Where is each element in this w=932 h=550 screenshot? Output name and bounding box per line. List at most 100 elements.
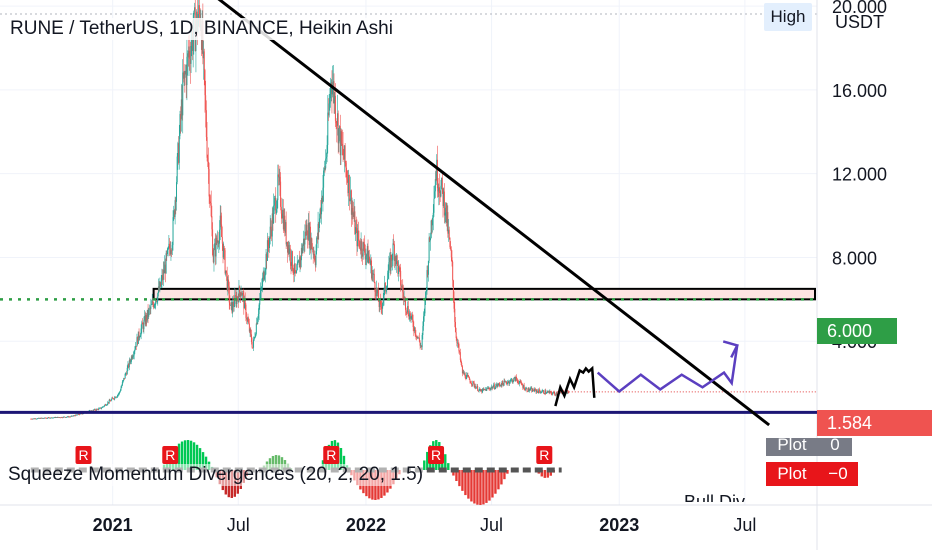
candle-body (416, 335, 418, 338)
candle-body (289, 248, 291, 254)
candle-body (176, 182, 178, 202)
candle-body (357, 230, 359, 247)
candle-body (71, 415, 73, 417)
candle-body (242, 292, 244, 295)
candle-body (307, 222, 309, 240)
candle-body (339, 126, 341, 129)
candle-body (527, 391, 529, 393)
momentum-bar (479, 470, 482, 505)
candle-body (323, 168, 325, 171)
momentum-bar (195, 444, 199, 470)
momentum-bar (274, 455, 278, 470)
plot-tag-label-1: Plot (766, 438, 818, 456)
descending-trendline (217, 0, 771, 427)
candle-body (244, 299, 246, 309)
high-badge[interactable]: High (764, 3, 812, 31)
candle-body (65, 417, 67, 418)
candle-body (39, 418, 41, 419)
candle-body (502, 383, 504, 386)
candle-body (555, 393, 557, 396)
candle-body (513, 378, 515, 381)
r-marker-box (75, 446, 92, 464)
plot-tag-value-2: −0 (818, 462, 858, 486)
candle-body (246, 317, 248, 320)
bull-div-label: Bull Div (684, 492, 746, 502)
candle-body (120, 387, 122, 391)
candle-body (551, 393, 553, 395)
candle-body (473, 382, 475, 387)
candle-body (165, 253, 167, 274)
candle-body (94, 409, 96, 410)
candle-body (522, 385, 524, 388)
candle-body (149, 308, 151, 310)
candle-body (69, 416, 71, 418)
momentum-bar (271, 455, 275, 470)
candle-body (420, 345, 422, 347)
candle-body (355, 227, 357, 229)
candle-body (321, 197, 323, 203)
candle-body (400, 285, 402, 288)
candle-body (169, 248, 171, 254)
candle-body (556, 393, 558, 395)
candle-body (359, 240, 361, 248)
candle-body (343, 145, 345, 160)
candle-body (482, 388, 484, 390)
momentum-bar (186, 440, 190, 470)
candle-body (293, 263, 295, 274)
candle-body (243, 294, 245, 309)
candle-body (423, 316, 425, 327)
candle-body (173, 210, 175, 218)
unit-label: USDT (835, 12, 884, 32)
candle-body (155, 300, 157, 305)
candle-body (388, 262, 390, 273)
candle-body (230, 302, 232, 305)
candle-body (60, 417, 62, 419)
candle-body (462, 371, 464, 374)
candle-body (198, 5, 200, 21)
candle-body (409, 313, 411, 320)
r-marker-text: R (78, 447, 88, 463)
candle-body (205, 95, 207, 111)
candle-body (121, 385, 123, 388)
candle-body (33, 418, 35, 420)
candle-body (330, 82, 332, 84)
candle-body (260, 288, 262, 291)
candle-body (36, 418, 38, 420)
candle-body (225, 270, 227, 274)
candle-body (377, 289, 379, 302)
candle-body (100, 407, 102, 409)
candle-body (227, 279, 229, 290)
candle-body (507, 382, 509, 384)
candle-body (403, 297, 405, 299)
candle-body (402, 292, 404, 299)
candle-body (283, 215, 285, 230)
candle-body (385, 289, 387, 291)
candle-body (191, 31, 193, 51)
candle-body (171, 250, 173, 252)
candle-body (45, 417, 47, 419)
candle-body (251, 341, 253, 348)
candle-body (341, 131, 343, 144)
indicator-label: Squeeze Momentum Divergences (20, 2, 20,… (8, 464, 424, 486)
candle-body (495, 384, 497, 386)
candle-body (468, 377, 470, 380)
candle-body (326, 144, 328, 157)
candle-body (76, 414, 78, 416)
candle-body (233, 306, 235, 308)
candle-body (210, 203, 212, 217)
candle-body (222, 243, 224, 258)
candle-body (98, 407, 100, 409)
candle-body (434, 191, 436, 199)
candle-body (538, 389, 540, 393)
momentum-bar (177, 443, 181, 470)
candle-body (324, 168, 326, 169)
candle-body (259, 298, 261, 305)
candle-body (297, 262, 299, 264)
candle-body (435, 179, 437, 180)
candle-body (241, 293, 243, 296)
candle-body (466, 375, 468, 376)
candle-body (33, 418, 35, 420)
candle-body (357, 230, 359, 240)
candle-body (316, 237, 318, 251)
